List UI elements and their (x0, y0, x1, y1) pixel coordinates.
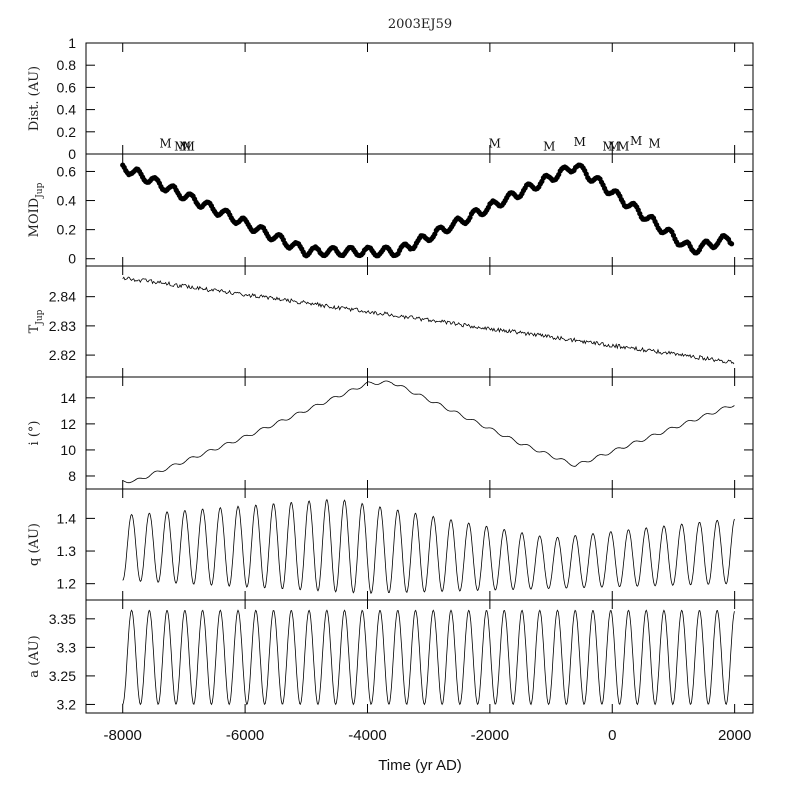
panel-frame (85, 265, 754, 378)
y-tick-label: 14 (60, 390, 76, 406)
y-tick-label: 0.6 (57, 163, 77, 179)
y-tick-label: 1.4 (57, 510, 77, 526)
panel-a: 3.2 3.25 3.3 3.35 a (AU) (27, 599, 754, 714)
panel-frame (85, 599, 754, 714)
series-line (122, 609, 735, 706)
y-tick-label: 0.2 (57, 124, 77, 140)
encounter-marker: M (617, 140, 629, 154)
x-tick-label: -2000 (471, 727, 509, 744)
y-axis-label-main: T (27, 324, 42, 333)
x-tick-label: -6000 (226, 727, 264, 744)
y-tick-label: 0.8 (57, 57, 77, 73)
x-tick-label: 2000 (718, 727, 751, 744)
y-axis-label-main: MOID (27, 198, 42, 238)
y-tick-label: 2.82 (49, 347, 76, 363)
y-tick-label: 0.4 (57, 193, 77, 209)
y-tick-label: 3.35 (49, 611, 76, 627)
panel-frame (85, 153, 754, 267)
y-axis-label: Dist. (AU) (27, 66, 42, 131)
encounter-marker: M (174, 140, 186, 154)
y-tick-label: 12 (60, 416, 76, 432)
y-tick-label: 2.84 (49, 289, 76, 305)
y-tick-label: 0.2 (57, 222, 77, 238)
encounter-marker: M (179, 140, 191, 154)
y-axis-label: MOIDJup (27, 182, 45, 237)
y-tick-label: 0 (68, 146, 76, 162)
y-tick-label: 2.83 (49, 318, 76, 334)
encounter-marker: M (574, 135, 586, 149)
y-tick-label: 8 (68, 468, 76, 484)
encounter-marker: M (489, 136, 501, 150)
y-tick-label: 0 (68, 251, 76, 267)
encounter-marker: M (602, 140, 614, 154)
encounter-marker: M (630, 134, 642, 148)
y-axis-label: q (AU) (27, 523, 42, 566)
x-tick-label: -8000 (104, 727, 142, 744)
y-axis-label: TJup (27, 309, 45, 333)
y-tick-label: 1.3 (57, 543, 77, 559)
panel-moid: 0 0.2 0.4 0.6 MOIDJup (27, 153, 754, 267)
data-point (728, 241, 735, 247)
panel-q: 1.2 1.3 1.4 q (AU) (27, 488, 754, 601)
series-line (122, 276, 735, 365)
x-tick-label: 0 (608, 727, 616, 744)
series-line (122, 380, 735, 484)
encounter-marker: M (159, 136, 171, 150)
y-axis-label-sub: Jup (35, 182, 45, 198)
y-tick-label: 1 (68, 35, 76, 51)
encounter-marker: M (183, 140, 195, 154)
panel-incl: 8 10 12 14 i (°) (27, 376, 754, 490)
y-tick-label: 10 (60, 442, 76, 458)
y-tick-label: 0.4 (57, 102, 77, 118)
series-line (122, 498, 735, 594)
x-axis-label: Time (yr AD) (378, 757, 462, 774)
y-tick-label: 3.25 (49, 668, 76, 684)
y-tick-label: 3.2 (57, 696, 77, 712)
x-axis: -8000 -6000 -4000 -2000 0 2000 (104, 727, 752, 744)
y-axis-label: a (AU) (27, 635, 42, 677)
x-tick-label: -4000 (348, 727, 386, 744)
encounter-marker: M (648, 136, 660, 150)
y-tick-label: 3.3 (57, 639, 77, 655)
y-tick-label: 0.6 (57, 79, 77, 95)
chart-title: 2003EJ59 (388, 17, 452, 32)
y-axis-label-sub: Jup (35, 309, 45, 325)
y-axis-label: i (°) (27, 421, 42, 446)
encounter-marker: M (608, 140, 620, 154)
encounter-marker: M (543, 140, 555, 154)
y-tick-label: 1.2 (57, 576, 77, 592)
